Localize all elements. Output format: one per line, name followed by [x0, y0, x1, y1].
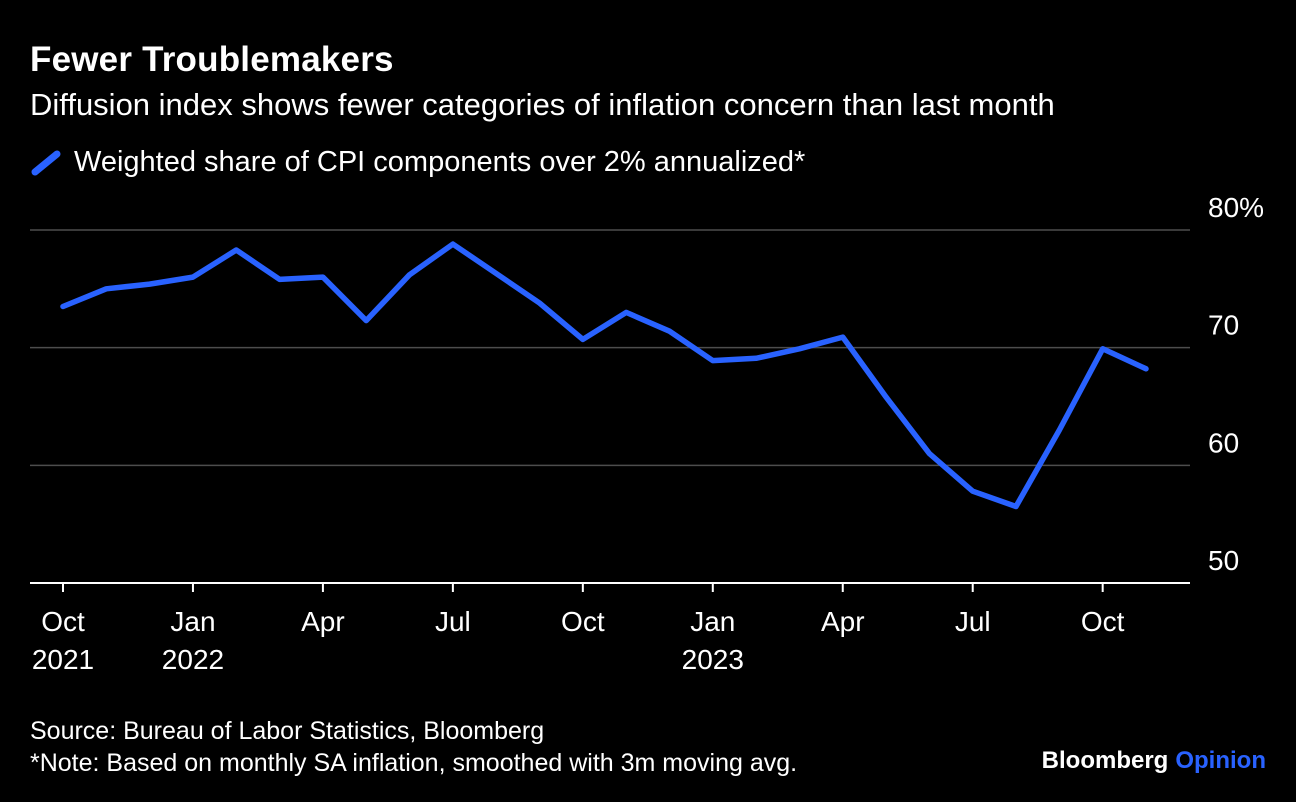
- x-axis-tick-label: Jul: [435, 606, 471, 637]
- x-axis-tick-label: Jan: [690, 606, 735, 637]
- y-axis-tick-label: 60: [1208, 427, 1239, 458]
- source-text: Source: Bureau of Labor Statistics, Bloo…: [30, 717, 545, 745]
- chart-title: Fewer Troublemakers: [30, 40, 394, 79]
- x-axis-tick-label: Jan: [170, 606, 215, 637]
- logo-bloomberg: Bloomberg: [1041, 747, 1169, 774]
- y-axis-tick-label: 80%: [1208, 192, 1264, 223]
- x-axis-tick-label: Oct: [1081, 606, 1125, 637]
- series-color-slash-icon: [31, 150, 61, 175]
- x-axis-tick-label: Jul: [955, 606, 991, 637]
- legend-label: Weighted share of CPI components over 2%…: [74, 146, 806, 178]
- x-axis-tick-label: Apr: [301, 606, 345, 637]
- x-axis-tick-label: Oct: [41, 606, 85, 637]
- bloomberg-opinion-logo: Bloomberg Opinion: [1042, 747, 1266, 775]
- legend: Weighted share of CPI components over 2%…: [30, 146, 805, 179]
- x-axis-year-label: 2023: [682, 644, 744, 675]
- y-axis-tick-label: 70: [1208, 310, 1239, 341]
- note-text: *Note: Based on monthly SA inflation, sm…: [30, 749, 798, 777]
- x-axis-tick-label: Apr: [821, 606, 865, 637]
- series-line: [60, 241, 1149, 510]
- x-axis-year-label: 2021: [32, 644, 94, 675]
- logo-opinion: Opinion: [1175, 747, 1266, 774]
- chart-subtitle: Diffusion index shows fewer categories o…: [30, 87, 1055, 122]
- y-axis-tick-label: 50: [1208, 545, 1239, 576]
- x-axis-tick-label: Oct: [561, 606, 605, 637]
- x-axis-year-label: 2022: [162, 644, 224, 675]
